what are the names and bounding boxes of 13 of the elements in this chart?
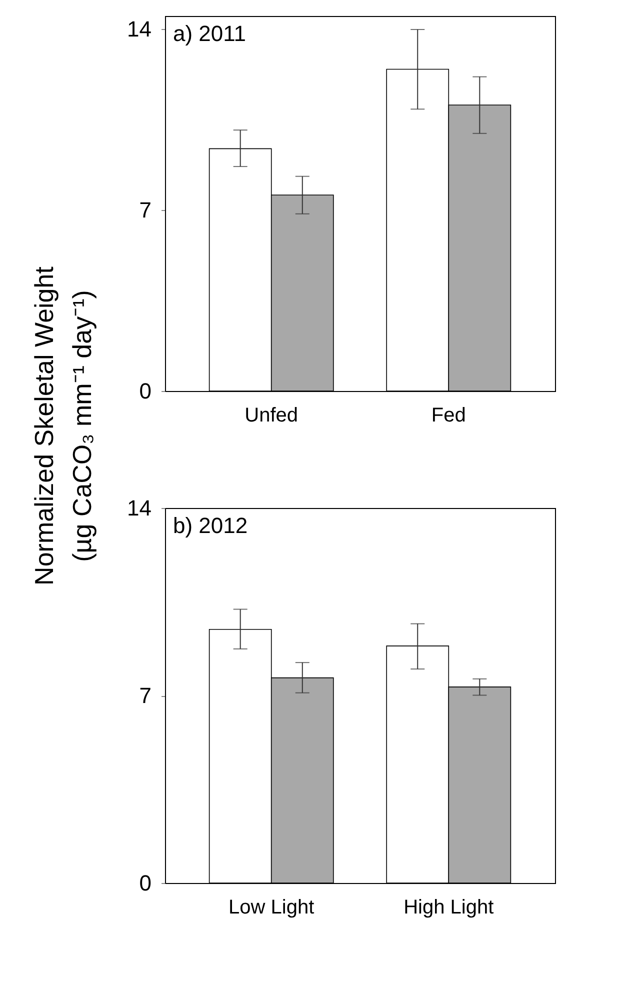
chart-title: b) 2012 (173, 513, 248, 538)
x-tick-label: Fed (431, 404, 466, 426)
chart-title: a) 2011 (173, 21, 246, 46)
x-tick-label: Unfed (244, 404, 298, 426)
y-tick-label: 14 (127, 496, 152, 520)
y-tick-label: 7 (139, 197, 152, 222)
y-tick-label: 14 (127, 16, 152, 42)
y-tick-label: 7 (139, 683, 152, 708)
x-tick-label: Low Light (228, 896, 315, 918)
y-tick-label: 0 (139, 870, 152, 896)
x-tick-label: High Light (404, 896, 494, 918)
y-axis-title: Normalized Skeletal Weight (µg CaCO₃ mm⁻¹ day⁻¹) (29, 266, 97, 586)
y-tick-label: 0 (139, 378, 152, 404)
